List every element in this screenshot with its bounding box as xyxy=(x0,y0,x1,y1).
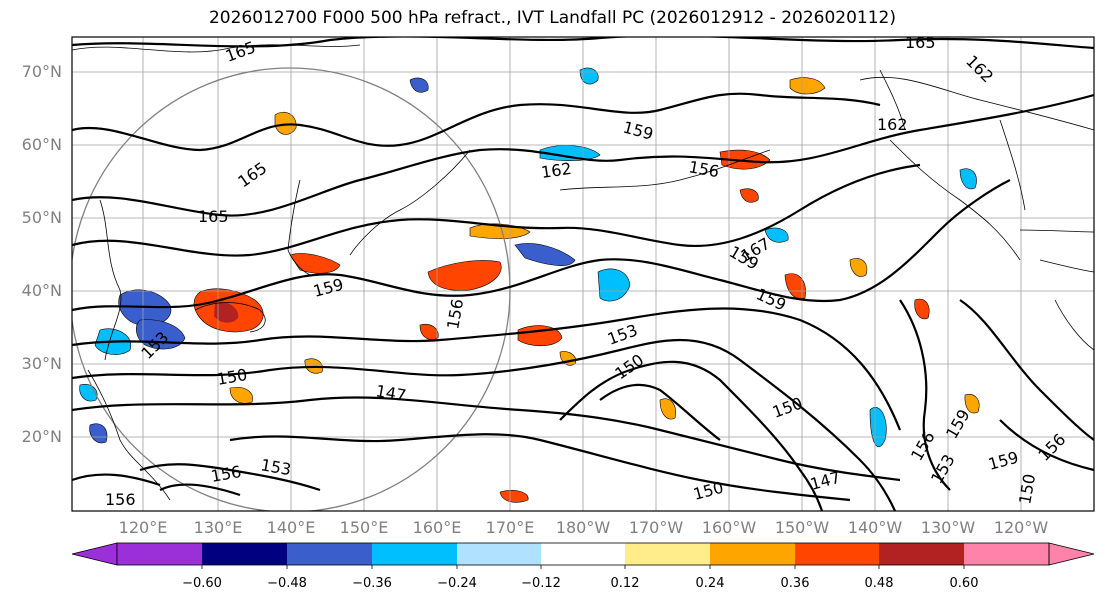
lon-label-140e: 140°E xyxy=(266,518,316,537)
contour-label: 162 xyxy=(877,115,908,134)
colorbar-extend-high xyxy=(1048,542,1095,566)
shade-patch xyxy=(914,298,930,320)
shade-patch xyxy=(959,168,977,190)
colorbar-tick-label: 0.12 xyxy=(610,576,640,591)
lon-label-150e: 150°E xyxy=(339,518,389,537)
colorbar-tick-label: 0.24 xyxy=(695,576,725,591)
colorbar-tick-label: 0.48 xyxy=(864,576,894,591)
shade-patch xyxy=(964,394,980,414)
shade-patch xyxy=(784,273,806,300)
lon-label-170e: 170°E xyxy=(485,518,535,537)
lon-label-160e: 160°E xyxy=(412,518,462,537)
lat-label-70n: 70°N xyxy=(21,62,62,81)
lat-label-20n: 20°N xyxy=(21,427,62,446)
colorbar-tick-label: −0.60 xyxy=(182,576,222,591)
lon-label-120e: 120°E xyxy=(118,518,168,537)
lon-label-130w: 130°W xyxy=(920,518,976,537)
refractivity-contours xyxy=(72,37,1094,511)
colorbar-segment xyxy=(117,543,202,565)
range-circle xyxy=(72,67,511,511)
shade-patch xyxy=(539,145,601,161)
shade-patch xyxy=(214,301,239,323)
lon-label-140w: 140°W xyxy=(847,518,903,537)
lon-label-130e: 130°E xyxy=(193,518,243,537)
shade-patch xyxy=(89,423,108,444)
coastlines xyxy=(72,44,1094,501)
colorbar-segment xyxy=(541,543,625,565)
map-frame xyxy=(71,36,1095,512)
shade-patch xyxy=(849,258,868,277)
lon-label-150w: 150°W xyxy=(774,518,830,537)
colorbar-extend-low xyxy=(71,542,118,566)
lat-label-40n: 40°N xyxy=(21,281,62,300)
colorbar-segment xyxy=(879,543,964,565)
contour-label: 165 xyxy=(198,207,229,226)
lon-label-170w: 170°W xyxy=(628,518,684,537)
contour-label: 156 xyxy=(105,490,136,509)
lon-label-120w: 120°W xyxy=(993,518,1049,537)
shade-patch xyxy=(289,253,341,274)
colorbar-tick-label: −0.24 xyxy=(437,576,477,591)
lat-label-30n: 30°N xyxy=(21,354,62,373)
shade-patch xyxy=(719,149,771,170)
colorbar-segment xyxy=(625,543,710,565)
map-title: 2026012700 F000 500 hPa refract., IVT La… xyxy=(208,8,896,28)
colorbar-segment xyxy=(202,543,287,565)
shade-patch xyxy=(739,188,759,203)
colorbar-tick-label: 0.36 xyxy=(780,576,810,591)
shade-patch xyxy=(659,398,676,420)
shade-patch xyxy=(597,268,631,302)
lat-label-50n: 50°N xyxy=(21,208,62,227)
shade-patch xyxy=(419,323,439,340)
shade-patch xyxy=(499,490,529,503)
colorbar-tick-label: 0.60 xyxy=(949,576,979,591)
shade-patch xyxy=(229,387,253,404)
colorbar-segment xyxy=(372,543,457,565)
colorbar-tick-label: −0.36 xyxy=(352,576,392,591)
colorbar-segment xyxy=(795,543,879,565)
shade-patch xyxy=(789,77,826,95)
colorbar-segment xyxy=(964,543,1049,565)
colorbar-segment xyxy=(710,543,795,565)
lat-label-60n: 60°N xyxy=(21,135,62,154)
colorbar-segment xyxy=(457,543,541,565)
lon-label-180w: 180°W xyxy=(555,518,611,537)
colorbar xyxy=(71,542,1095,569)
shade-patch xyxy=(409,77,429,93)
colorbar-tick-label: −0.12 xyxy=(521,576,561,591)
contour-label: 162 xyxy=(540,159,573,182)
contour-label: 165 xyxy=(905,33,936,52)
shade-patch xyxy=(764,227,789,243)
lon-label-160w: 160°W xyxy=(701,518,757,537)
shade-patch xyxy=(427,260,502,291)
colorbar-tick-label: −0.48 xyxy=(267,576,307,591)
shade-patch xyxy=(514,243,576,266)
colorbar-segment xyxy=(287,543,372,565)
